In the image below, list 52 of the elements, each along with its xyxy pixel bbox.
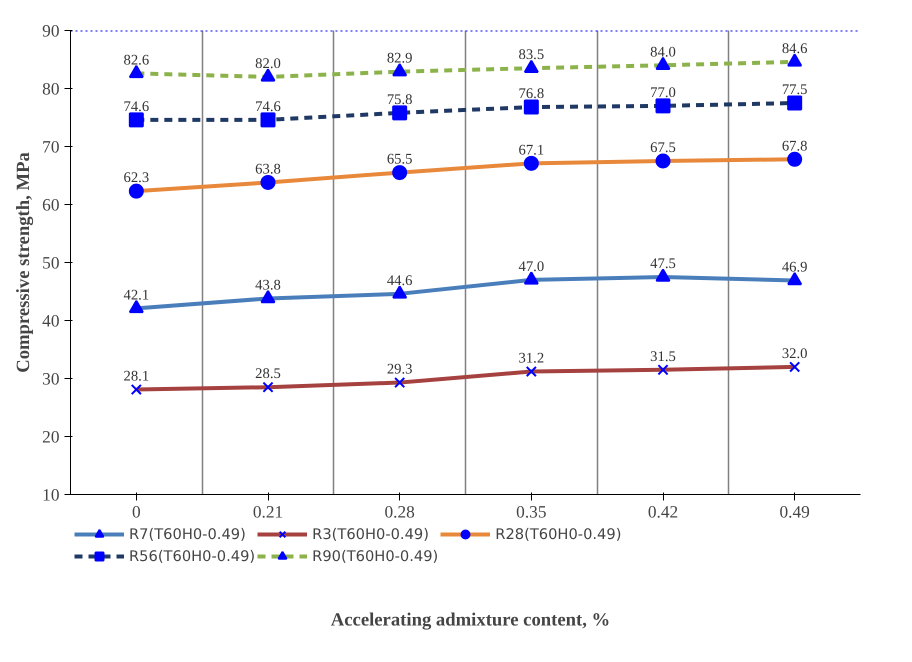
- data-label: 82.6: [124, 52, 150, 68]
- data-label: 47.5: [650, 256, 676, 272]
- data-label: 47.0: [518, 258, 544, 275]
- data-label: 82.9: [386, 50, 412, 67]
- legend-label: R7(T60H0-0.49): [129, 526, 246, 542]
- data-label: 46.9: [782, 259, 808, 276]
- data-label: 77.5: [782, 82, 808, 98]
- data-label: 74.6: [255, 98, 281, 115]
- x-tick-label: 0.35: [516, 502, 546, 522]
- data-label: 82.0: [255, 56, 281, 72]
- y-tick-label: 70: [42, 138, 60, 156]
- x-tick-label: 0.28: [384, 502, 415, 522]
- y-tick-label: 20: [42, 428, 60, 446]
- y-axis-title: Compressive strength, MPa: [13, 152, 34, 373]
- data-label: 31.2: [518, 350, 544, 367]
- data-label: 74.6: [124, 98, 150, 115]
- data-label: 77.0: [650, 84, 676, 101]
- x-tick-label: 0.42: [648, 502, 678, 522]
- data-label: 32.0: [782, 346, 808, 362]
- data-label: 29.3: [386, 362, 412, 378]
- x-tick-label: 0: [132, 502, 141, 522]
- legend-label: R28(T60H0-0.49): [495, 526, 622, 542]
- data-label: 84.6: [782, 40, 808, 57]
- y-tick-label: 50: [42, 254, 60, 272]
- data-label: 63.8: [255, 161, 281, 178]
- data-label: 84.0: [650, 44, 676, 60]
- y-tick-label: 60: [42, 196, 60, 214]
- data-label: 67.1: [518, 142, 544, 158]
- data-label: 75.8: [386, 92, 412, 108]
- data-label: 67.8: [782, 138, 808, 154]
- y-tick-label: 30: [42, 370, 60, 388]
- data-label: 67.5: [650, 140, 676, 156]
- y-tick-label: 10: [42, 486, 60, 504]
- data-label: 28.5: [255, 366, 281, 382]
- data-label: 44.6: [386, 272, 412, 289]
- y-tick-label: 80: [42, 80, 60, 98]
- data-label: 65.5: [386, 152, 412, 168]
- x-tick-label: 0.49: [780, 502, 810, 522]
- x-axis-title: Accelerating admixture content, %: [330, 610, 610, 630]
- y-tick-label: 90: [42, 22, 60, 40]
- data-label: 42.1: [124, 287, 150, 304]
- legend-label: R3(T60H0-0.49): [312, 526, 429, 542]
- data-label: 28.1: [124, 368, 150, 385]
- data-label: 62.3: [124, 170, 150, 186]
- y-tick-label: 40: [42, 312, 60, 330]
- legend-label: R90(T60H0-0.49): [312, 548, 438, 564]
- legend-label: R56(T60H0-0.49): [129, 548, 256, 564]
- x-tick-label: 0.21: [252, 502, 284, 522]
- data-label: 83.5: [518, 47, 544, 64]
- data-label: 76.8: [518, 86, 544, 102]
- data-label: 31.5: [650, 348, 676, 365]
- data-label: 43.8: [255, 277, 281, 294]
